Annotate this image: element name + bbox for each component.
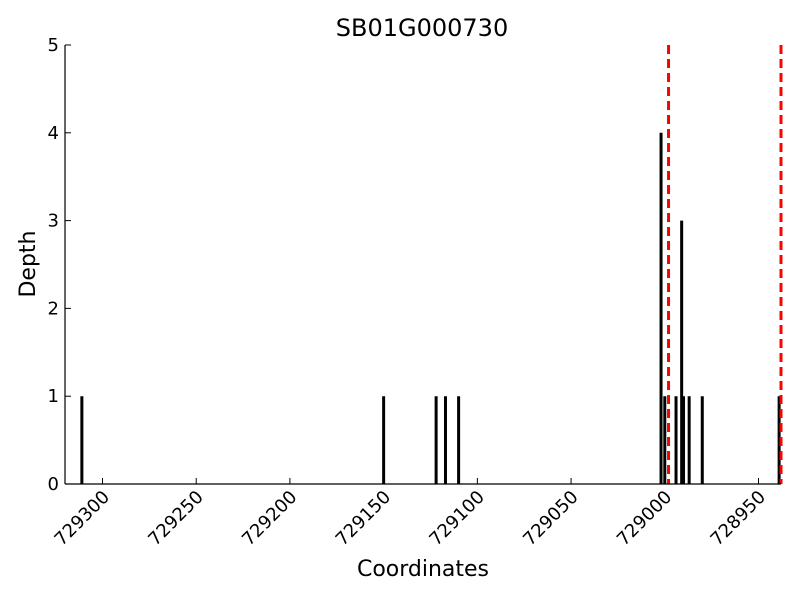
y-tick-label: 3	[48, 211, 59, 232]
x-tick-label: 729050	[519, 487, 582, 550]
x-tick-label: 729200	[238, 487, 301, 550]
y-tick-label: 2	[48, 298, 59, 319]
reference-lines-layer	[667, 45, 783, 484]
x-tick-label: 729100	[425, 487, 488, 550]
y-tick-label: 4	[48, 123, 59, 144]
bars-layer	[80, 132, 781, 484]
chart-title: SB01G000730	[336, 14, 508, 42]
y-tick-label: 5	[48, 35, 59, 56]
y-tick-label: 0	[48, 474, 59, 495]
x-tick-label: 729250	[144, 487, 207, 550]
x-tick-label: 728950	[707, 487, 770, 550]
axes-layer	[64, 45, 781, 485]
x-tick-label: 729300	[51, 487, 114, 550]
x-tick-label: 729150	[332, 487, 395, 550]
y-axis-label: Depth	[16, 230, 41, 297]
x-axis-label: Coordinates	[357, 557, 489, 582]
y-tick-label: 1	[48, 386, 59, 407]
x-tick-label: 729000	[613, 487, 676, 550]
